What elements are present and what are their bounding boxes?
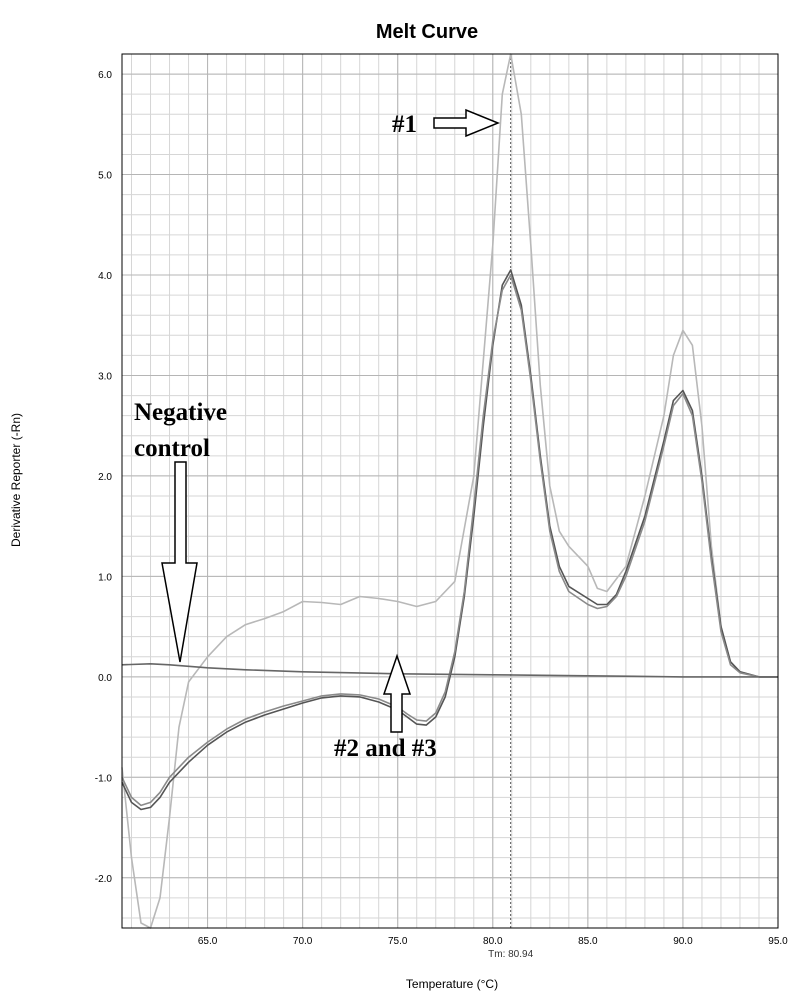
x-tick-label: 75.0 [388, 936, 408, 947]
arrow-down-icon [161, 461, 198, 663]
chart-title: Melt Curve [376, 21, 478, 43]
y-axis-label: Derivative Reporter (-Rn) [9, 413, 23, 547]
x-tick-label: 65.0 [198, 936, 218, 947]
y-tick-label: 4.0 [98, 271, 112, 282]
x-tick-label: 85.0 [578, 936, 598, 947]
x-tick-labels: 65.0 70.0 75.0 80.0 85.0 90.0 95.0 [198, 936, 788, 947]
plot-frame [121, 53, 779, 929]
x-tick-label: 70.0 [293, 936, 313, 947]
series-line-1 [121, 53, 778, 929]
arrow-up-icon [382, 653, 412, 733]
major-grid [122, 54, 779, 928]
y-tick-label: -2.0 [95, 874, 113, 885]
y-tick-label: 0.0 [98, 673, 112, 684]
arrow-right-icon [433, 108, 500, 138]
y-tick-labels: 6.0 5.0 4.0 3.0 2.0 1.0 0.0 -1.0 -2.0 [95, 70, 113, 885]
series-line-4 [121, 663, 778, 678]
annotation-samples-2-3: #2 and #3 [334, 735, 437, 762]
x-tick-label: 90.0 [673, 936, 693, 947]
minor-grid [122, 53, 779, 928]
annotation-negative-control-line1: Negative [134, 399, 227, 426]
annotation-peak-1: #1 [392, 111, 417, 138]
annotation-negative-control-line2: control [134, 435, 210, 462]
y-tick-label: 6.0 [98, 70, 112, 81]
y-tick-label: 1.0 [98, 572, 112, 583]
x-tick-label: 80.0 [483, 936, 503, 947]
y-tick-label: 2.0 [98, 472, 112, 483]
series-line-3 [121, 274, 778, 807]
x-tick-label: 95.0 [768, 936, 788, 947]
y-tick-label: 5.0 [98, 171, 112, 182]
series-line-2 [121, 269, 778, 811]
tm-label: Tm: 80.94 [488, 949, 533, 960]
y-tick-label: 3.0 [98, 371, 112, 382]
x-axis-label: Temperature (°C) [406, 977, 498, 991]
y-tick-label: -1.0 [95, 773, 113, 784]
series-layer [121, 53, 778, 929]
